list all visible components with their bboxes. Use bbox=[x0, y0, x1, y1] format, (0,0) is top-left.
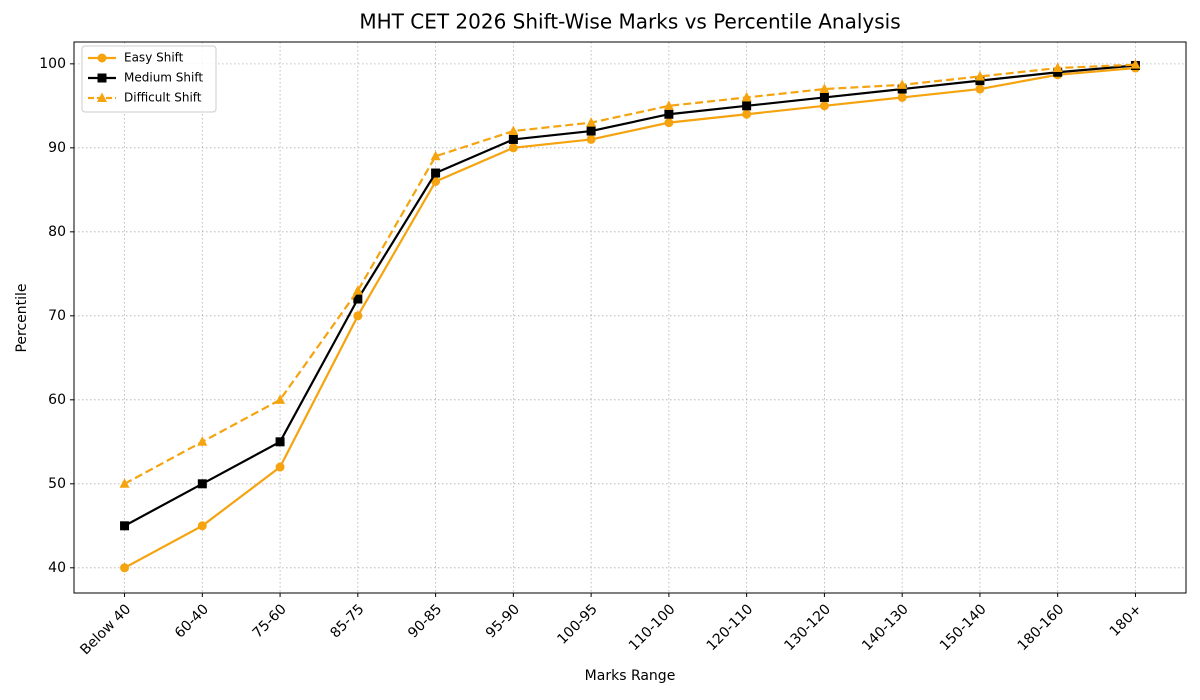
data-point bbox=[275, 437, 285, 447]
x-tick-label: 100-95 bbox=[554, 601, 600, 647]
y-tick-label: 70 bbox=[48, 308, 66, 324]
x-tick-label: 85-75 bbox=[327, 601, 367, 641]
x-tick-label: 140-130 bbox=[859, 601, 912, 654]
data-point bbox=[275, 394, 286, 404]
data-point bbox=[1053, 67, 1063, 77]
data-point bbox=[819, 92, 829, 102]
data-point bbox=[508, 143, 518, 153]
data-point bbox=[742, 109, 752, 119]
chart-title: MHT CET 2026 Shift-Wise Marks vs Percent… bbox=[359, 10, 900, 34]
x-tick-label: 110-100 bbox=[626, 601, 679, 654]
data-point bbox=[741, 91, 752, 102]
y-tick-label: 60 bbox=[48, 392, 66, 408]
x-tick-label: 180-160 bbox=[1015, 601, 1068, 654]
legend-marker bbox=[97, 92, 107, 102]
x-tick-label: 90-85 bbox=[405, 601, 445, 641]
x-tick-label: 95-90 bbox=[483, 601, 523, 641]
y-tick-label: 90 bbox=[48, 140, 66, 156]
x-tick-label: Below 40 bbox=[77, 601, 134, 658]
data-point bbox=[586, 117, 597, 127]
x-tick-label: 180+ bbox=[1107, 601, 1146, 640]
data-point bbox=[897, 79, 908, 89]
legend-marker bbox=[97, 53, 107, 63]
data-point bbox=[120, 563, 130, 573]
data-point bbox=[275, 462, 285, 472]
series-line bbox=[124, 66, 1136, 569]
plot-frame bbox=[73, 41, 1187, 594]
data-point bbox=[353, 294, 363, 304]
data-point bbox=[431, 176, 441, 186]
x-tick-label: 120-110 bbox=[704, 601, 757, 654]
data-point bbox=[352, 285, 363, 295]
data-point bbox=[353, 311, 363, 321]
legend-label: Difficult Shift bbox=[124, 91, 202, 105]
x-tick-label: 75-60 bbox=[250, 601, 290, 641]
data-point bbox=[119, 478, 130, 488]
x-axis-label: Marks Range bbox=[585, 668, 676, 684]
data-point bbox=[197, 521, 207, 531]
data-point bbox=[508, 125, 519, 136]
data-point bbox=[197, 436, 208, 446]
data-point bbox=[897, 92, 907, 102]
data-point bbox=[431, 168, 441, 178]
data-point bbox=[664, 109, 674, 119]
data-point bbox=[819, 101, 829, 111]
series-line bbox=[124, 63, 1136, 485]
legend-marker bbox=[97, 73, 107, 83]
data-point bbox=[975, 76, 985, 86]
data-point bbox=[664, 118, 674, 128]
series-line bbox=[124, 64, 1136, 527]
x-tick-label: 130-120 bbox=[781, 601, 834, 654]
data-point bbox=[974, 70, 985, 81]
data-point bbox=[586, 134, 596, 144]
y-tick-label: 50 bbox=[48, 476, 66, 492]
x-tick-label: 60-40 bbox=[172, 601, 212, 641]
data-point bbox=[586, 126, 596, 136]
data-point bbox=[1130, 59, 1141, 69]
data-point bbox=[742, 101, 752, 111]
x-tick-label: 150-140 bbox=[937, 601, 990, 654]
data-point bbox=[897, 84, 907, 94]
data-point bbox=[120, 521, 130, 531]
legend-box bbox=[81, 45, 217, 113]
data-point bbox=[819, 83, 830, 94]
data-point bbox=[663, 100, 674, 110]
data-point bbox=[430, 150, 441, 161]
y-tick-label: 40 bbox=[48, 560, 66, 576]
data-point bbox=[508, 134, 518, 144]
data-point bbox=[975, 84, 985, 94]
legend-label: Medium Shift bbox=[124, 71, 203, 85]
data-point bbox=[197, 479, 207, 489]
data-point bbox=[1052, 62, 1063, 73]
y-tick-label: 80 bbox=[48, 224, 66, 240]
y-axis-label: Percentile bbox=[14, 283, 30, 352]
legend-label: Easy Shift bbox=[124, 51, 184, 65]
y-tick-label: 100 bbox=[39, 56, 66, 72]
